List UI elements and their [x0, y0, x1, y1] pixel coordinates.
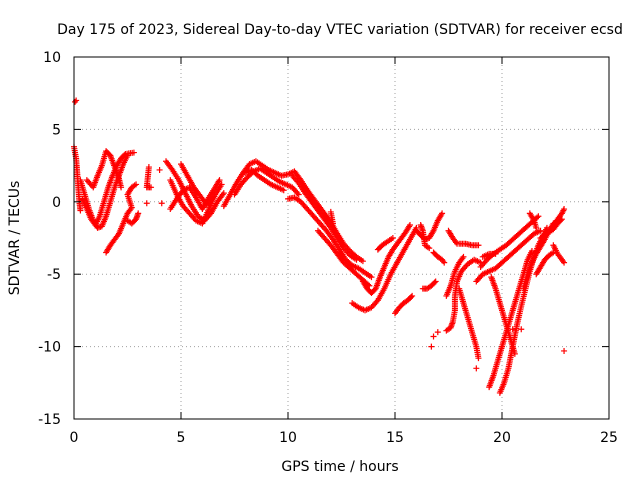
data-point [148, 184, 155, 191]
data-point [220, 190, 227, 197]
data-point [561, 259, 568, 266]
data-point [558, 216, 565, 223]
data-point [561, 206, 568, 213]
data-point [406, 221, 413, 228]
data-point [475, 355, 482, 362]
data-point [557, 217, 564, 224]
data-point [432, 278, 439, 285]
data-point [121, 152, 128, 159]
data-point [218, 181, 225, 188]
data-point [156, 166, 163, 173]
data-point [561, 347, 568, 354]
chart-title: Day 175 of 2023, Sidereal Day-to-day VTE… [57, 22, 623, 38]
data-point [428, 343, 435, 350]
x-axis-label: GPS time / hours [281, 459, 398, 475]
y-tick-label: -10 [38, 340, 61, 356]
data-point [473, 365, 480, 372]
data-point [295, 191, 302, 198]
y-tick-label: -5 [47, 267, 61, 283]
data-point [475, 242, 482, 249]
y-axis-label: SDTVAR / TECUs [7, 181, 23, 296]
data-point [210, 194, 217, 201]
axis-ticks: 0 5 10 15 20 25 -15 -10 -5 0 5 10 [38, 50, 618, 446]
data-points [71, 97, 568, 396]
y-tick-label: 0 [52, 195, 61, 211]
data-point [368, 274, 375, 281]
data-point [329, 220, 336, 227]
data-point [430, 333, 437, 340]
x-tick-label: 10 [279, 430, 297, 446]
data-point [130, 149, 137, 156]
x-tick-label: 25 [600, 430, 618, 446]
data-point [492, 250, 499, 257]
y-tick-label: 10 [43, 50, 61, 66]
data-point [434, 329, 441, 336]
data-point [280, 187, 287, 194]
x-tick-label: 15 [386, 430, 404, 446]
data-point [431, 279, 438, 286]
data-point [409, 292, 416, 299]
data-point [158, 200, 165, 207]
data-point [135, 210, 142, 217]
data-point [518, 326, 525, 333]
data-point [216, 177, 223, 184]
data-point [143, 200, 150, 207]
x-tick-label: 20 [493, 430, 511, 446]
data-point [389, 235, 396, 241]
data-point [441, 259, 448, 266]
data-point [533, 224, 540, 231]
data-point [426, 245, 433, 252]
plot-frame [73, 56, 610, 420]
data-point [408, 294, 415, 301]
data-point [535, 213, 542, 220]
x-tick-label: 5 [177, 430, 186, 446]
y-tick-label: 5 [52, 122, 61, 138]
x-tick-label: 0 [70, 430, 79, 446]
data-point [72, 98, 79, 105]
data-point [133, 181, 140, 188]
data-point [118, 184, 125, 191]
data-point [509, 326, 516, 333]
data-point [439, 210, 446, 217]
y-tick-label: -15 [38, 412, 61, 428]
data-point [460, 253, 467, 260]
data-point [528, 248, 535, 255]
data-point [359, 258, 366, 265]
data-point [77, 207, 84, 214]
